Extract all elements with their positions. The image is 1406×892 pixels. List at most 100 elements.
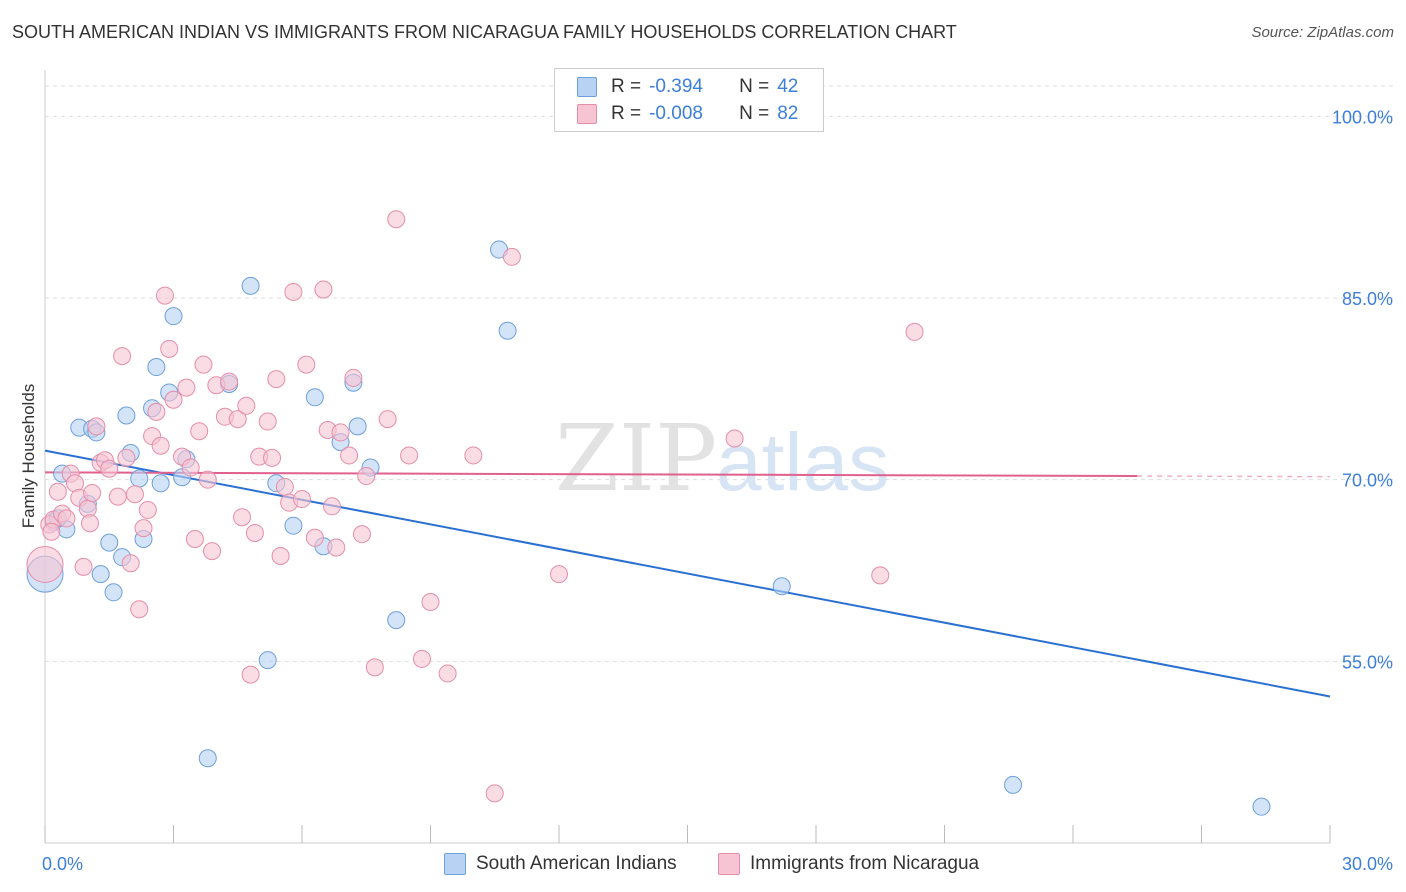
point-immigrants-nicaragua [387,210,406,229]
legend-swatch-blue [577,77,597,97]
point-south-american-indians [241,276,260,295]
point-immigrants-nicaragua [357,467,376,486]
point-south-american-indians [258,651,277,670]
point-immigrants-nicaragua [121,554,140,573]
legend-r-label: R = [611,103,642,124]
x-tick-label: 0.0% [42,854,83,874]
legend-row-pink: R = -0.008 N = 82 [577,102,798,126]
point-immigrants-nicaragua [263,448,282,467]
point-immigrants-nicaragua [151,436,170,455]
point-immigrants-nicaragua [164,390,183,409]
point-immigrants-nicaragua [26,545,64,583]
point-immigrants-nicaragua [275,477,294,496]
bottom-legend-pink: Immigrants from Nicaragua [718,850,979,878]
point-south-american-indians [117,406,136,425]
x-tick-label: 30.0% [1342,854,1393,874]
point-immigrants-nicaragua [155,286,174,305]
point-immigrants-nicaragua [117,448,136,467]
point-immigrants-nicaragua [138,500,157,519]
point-immigrants-nicaragua [147,402,166,421]
point-south-american-indians [1004,775,1023,794]
point-immigrants-nicaragua [237,396,256,415]
legend-r-value-blue: -0.394 [649,76,703,97]
point-immigrants-nicaragua [48,482,67,501]
point-immigrants-nicaragua [113,347,132,366]
point-south-american-indians [130,469,149,488]
legend-n-value-blue: 42 [777,76,799,97]
point-immigrants-nicaragua [233,508,252,527]
point-south-american-indians [198,749,217,768]
legend-n-label: N = [739,103,770,124]
source-label: Source: ZipAtlas.com [1251,24,1394,41]
point-south-american-indians [772,577,791,596]
point-south-american-indians [100,533,119,552]
point-immigrants-nicaragua [284,282,303,301]
point-immigrants-nicaragua [464,446,483,465]
point-immigrants-nicaragua [245,523,264,542]
point-immigrants-nicaragua [725,429,744,448]
point-immigrants-nicaragua [108,487,127,506]
point-immigrants-nicaragua [305,528,324,547]
y-tick-label: 55.0% [1342,652,1393,672]
point-immigrants-nicaragua [177,378,196,397]
point-immigrants-nicaragua [190,422,209,441]
legend-r-label: R = [611,76,642,97]
point-immigrants-nicaragua [293,490,311,509]
point-immigrants-nicaragua [185,530,204,549]
point-immigrants-nicaragua [485,784,504,803]
correlation-legend: R = -0.394 N = 42 R = -0.008 N = 82 [554,68,824,132]
y-tick-label: 100.0% [1332,107,1393,127]
point-immigrants-nicaragua [331,423,350,442]
point-south-american-indians [164,307,183,326]
point-immigrants-nicaragua [905,322,924,341]
point-south-american-indians [104,583,123,602]
point-immigrants-nicaragua [344,368,363,387]
point-immigrants-nicaragua [412,649,431,668]
point-immigrants-nicaragua [267,370,286,389]
legend-row-blue: R = -0.394 N = 42 [577,75,798,99]
point-immigrants-nicaragua [241,665,260,684]
point-immigrants-nicaragua [258,412,277,431]
point-immigrants-nicaragua [352,525,371,544]
point-immigrants-nicaragua [297,355,316,374]
point-immigrants-nicaragua [125,485,144,504]
point-immigrants-nicaragua [502,247,521,266]
point-south-american-indians [147,358,166,377]
point-immigrants-nicaragua [100,459,119,478]
legend-r-value-pink: -0.008 [649,103,703,124]
point-south-american-indians [305,388,324,407]
point-south-american-indians [348,417,367,436]
watermark-zip: ZIP [555,405,717,512]
point-immigrants-nicaragua [87,417,106,436]
legend-swatch-pink [577,104,597,124]
y-tick-label: 70.0% [1342,471,1393,491]
point-immigrants-nicaragua [181,458,200,477]
bottom-legend-label-pink: Immigrants from Nicaragua [750,853,980,874]
point-immigrants-nicaragua [438,664,457,683]
point-immigrants-nicaragua [194,355,213,374]
point-immigrants-nicaragua [550,565,568,584]
point-immigrants-nicaragua [134,519,153,538]
trend-extension-immigrants-nicaragua [1137,475,1331,478]
y-tick-label: 85.0% [1342,289,1393,309]
point-immigrants-nicaragua [271,546,290,565]
point-immigrants-nicaragua [322,497,341,516]
point-south-american-indians [1252,797,1271,816]
point-south-american-indians [387,611,406,630]
point-south-american-indians [498,321,517,340]
point-immigrants-nicaragua [400,446,419,465]
point-immigrants-nicaragua [57,509,76,528]
bottom-legend-swatch-blue [444,853,466,875]
y-axis-label: Family Households [19,383,38,529]
point-immigrants-nicaragua [340,446,359,465]
watermark-atlas: atlas [716,417,889,508]
point-immigrants-nicaragua [42,522,61,541]
point-immigrants-nicaragua [220,372,239,391]
point-immigrants-nicaragua [378,410,397,429]
trend-line-south-american-indians [44,449,1331,698]
point-immigrants-nicaragua [130,600,149,619]
trend-line-immigrants-nicaragua [44,471,1138,478]
point-immigrants-nicaragua [74,557,93,576]
point-immigrants-nicaragua [80,514,99,533]
